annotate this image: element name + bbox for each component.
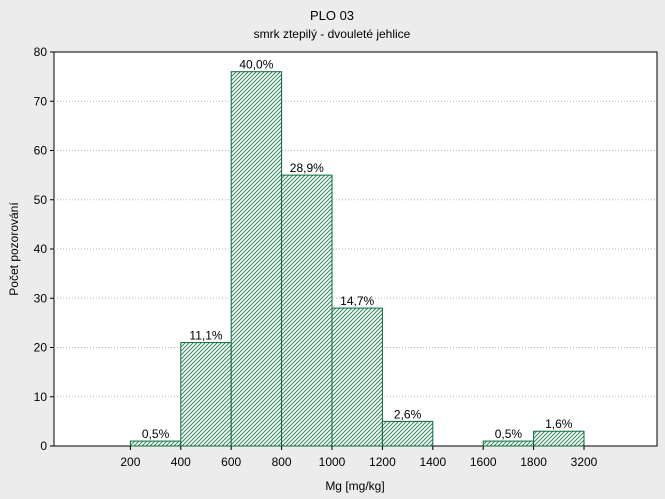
x-tick-label: 1400 — [419, 455, 446, 469]
bar-percent-label: 2,6% — [394, 407, 422, 421]
y-tick-label: 30 — [34, 291, 48, 305]
histogram-bar — [482, 440, 535, 447]
histogram-bar — [331, 307, 383, 447]
y-tick-label: 70 — [34, 94, 48, 108]
x-tick-label: 1800 — [520, 455, 547, 469]
histogram-bar — [230, 71, 283, 447]
chart-title: PLO 03 — [310, 8, 354, 23]
y-tick-label: 20 — [34, 341, 48, 355]
x-tick-label: 1200 — [369, 455, 396, 469]
x-axis-label: Mg [mg/kg] — [325, 479, 384, 493]
histogram-bar — [381, 420, 434, 447]
histogram-bar — [281, 174, 333, 447]
bar-percent-label: 11,1% — [189, 329, 222, 343]
y-tick-label: 10 — [34, 390, 48, 404]
x-tick-label: 800 — [272, 455, 292, 469]
y-tick-label: 40 — [34, 242, 48, 256]
y-tick-label: 0 — [40, 439, 47, 453]
bar-percent-label: 28,9% — [290, 161, 324, 175]
y-tick-label: 80 — [34, 45, 48, 59]
y-tick-label: 50 — [34, 193, 48, 207]
x-tick-label: 3200 — [571, 455, 598, 469]
x-tick-label: 1000 — [319, 455, 346, 469]
x-tick-label: 1600 — [470, 455, 497, 469]
bar-percent-label: 0,5% — [142, 427, 170, 441]
histogram-bar — [533, 430, 585, 447]
bar-percent-label: 1,6% — [545, 417, 573, 431]
bar-percent-label: 14,7% — [340, 294, 374, 308]
x-tick-label: 400 — [171, 455, 191, 469]
y-tick-label: 60 — [34, 144, 48, 158]
chart-subtitle: smrk ztepilý - dvouleté jehlice — [254, 27, 411, 41]
bar-percent-label: 0,5% — [495, 427, 523, 441]
x-tick-label: 200 — [120, 455, 140, 469]
x-tick-label: 600 — [221, 455, 241, 469]
y-axis-label: Počet pozorování — [7, 202, 21, 296]
histogram-bar — [129, 440, 182, 447]
histogram-bar — [180, 342, 232, 447]
bar-percent-label: 40,0% — [239, 58, 273, 72]
